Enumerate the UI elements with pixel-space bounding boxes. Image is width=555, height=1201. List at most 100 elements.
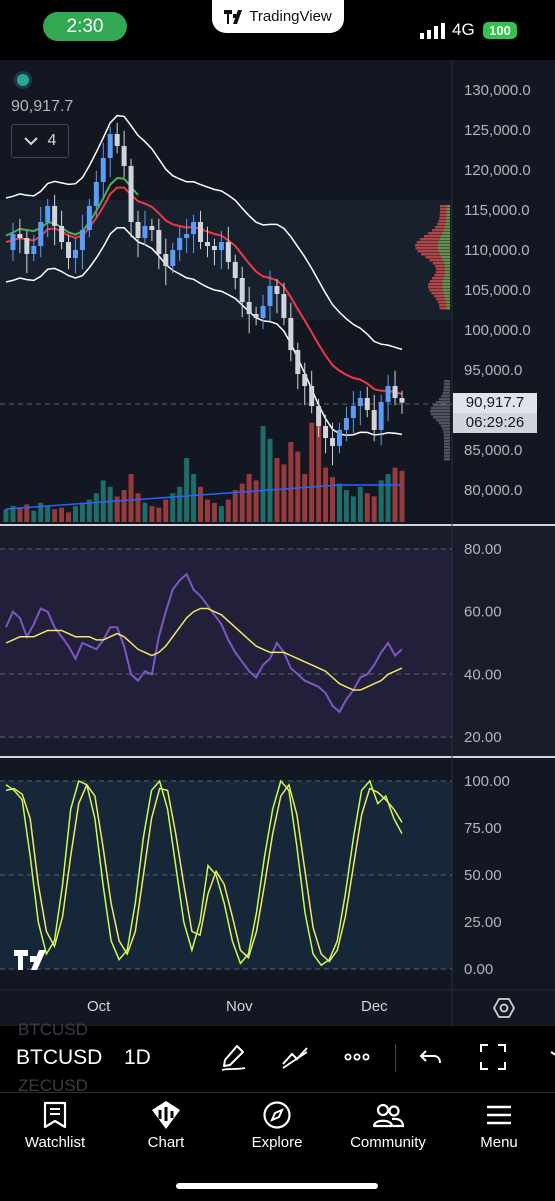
- volume-bar: [295, 451, 301, 522]
- volume-bar: [79, 502, 85, 522]
- bollinger-lower: [5, 226, 403, 437]
- candle-body: [79, 230, 85, 250]
- drawing-pen-icon[interactable]: [219, 1042, 249, 1072]
- profile-bar: [444, 274, 450, 277]
- volume-ma-line: [5, 484, 402, 510]
- chart-canvas[interactable]: 130,000.0 125,000.0 120,000.0 115,000.0 110,…: [0, 60, 555, 1026]
- volume-bar: [225, 499, 231, 522]
- nav-label: Community: [350, 1134, 426, 1151]
- profile-bar: [439, 214, 450, 217]
- candle-body: [114, 134, 120, 146]
- profile-bar: [438, 398, 450, 401]
- profile-bar: [433, 404, 450, 407]
- volume-bar: [267, 438, 273, 522]
- battery-icon: 100: [483, 22, 517, 39]
- profile-bar: [442, 392, 450, 395]
- profile-bar: [415, 247, 450, 250]
- volume-bar: [31, 510, 37, 522]
- profile-bar: [445, 298, 450, 301]
- drawing-tools-icon[interactable]: [280, 1042, 310, 1072]
- profile-bar: [444, 265, 450, 268]
- candle-body: [323, 426, 329, 438]
- volume-bar: [336, 483, 342, 522]
- candle-body: [302, 374, 308, 386]
- volume-bar: [184, 458, 190, 522]
- fullscreen-icon[interactable]: [478, 1042, 508, 1072]
- profile-bar: [419, 238, 450, 241]
- price-axis[interactable]: 130,000.0 125,000.0 120,000.0 115,000.0 110,…: [464, 82, 531, 978]
- candle-body: [309, 386, 315, 406]
- undo-icon[interactable]: [416, 1042, 446, 1072]
- nav-menu[interactable]: Menu: [444, 1100, 554, 1151]
- volume-bar: [24, 504, 30, 522]
- interval-button[interactable]: 1D: [124, 1046, 151, 1069]
- clock: 2:30: [43, 12, 127, 41]
- profile-bar: [439, 205, 450, 208]
- profile-bar: [438, 220, 450, 223]
- volume-bar: [45, 506, 51, 522]
- chart-toolbar: [0, 1026, 555, 1092]
- candle-body: [232, 262, 238, 278]
- tradingview-logo-icon: [224, 9, 243, 24]
- profile-bar: [445, 223, 450, 226]
- profile-bar: [439, 307, 450, 310]
- rsi-axis-label: 40.00: [464, 666, 502, 683]
- profile-bar: [438, 241, 450, 244]
- candle-body: [17, 234, 23, 238]
- profile-bar: [442, 428, 450, 431]
- volume-bar: [323, 467, 329, 522]
- profile-bar: [423, 235, 450, 238]
- rsi-axis-label: 80.00: [464, 541, 502, 558]
- volume-bar: [357, 486, 363, 522]
- volume-bar: [121, 490, 127, 522]
- redo-icon[interactable]: [541, 1042, 555, 1072]
- volume-bar: [198, 486, 204, 522]
- symbol-button[interactable]: BTCUSD: [16, 1046, 103, 1069]
- candle-body: [52, 206, 58, 226]
- community-icon: [372, 1103, 405, 1128]
- volume-bar: [128, 474, 134, 522]
- app-pill-label: TradingView: [249, 8, 332, 25]
- volume-bar: [364, 493, 370, 522]
- nav-community[interactable]: Community: [333, 1100, 443, 1151]
- chart-area[interactable]: 130,000.0 125,000.0 120,000.0 115,000.0 110,…: [0, 60, 555, 1026]
- profile-bar: [434, 274, 450, 277]
- price-axis-label: 125,000.0: [464, 122, 531, 139]
- more-options-icon[interactable]: [342, 1042, 372, 1072]
- profile-bar: [445, 301, 450, 304]
- bottom-navigation: [0, 1092, 555, 1201]
- profile-bar: [435, 265, 450, 268]
- volume-bar: [253, 480, 259, 522]
- profile-bar: [443, 452, 450, 455]
- stoch-axis-label: 0.00: [464, 961, 493, 978]
- nav-chart[interactable]: Chart: [111, 1100, 221, 1151]
- candle-body: [336, 430, 342, 446]
- profile-bar: [441, 425, 450, 428]
- candle-body: [156, 230, 162, 254]
- market-status-dot[interactable]: [17, 74, 29, 86]
- candle-body: [31, 246, 37, 254]
- rsi-band: [0, 548, 452, 738]
- volume-bar: [260, 426, 266, 522]
- candle-body: [142, 226, 148, 238]
- chart-settings-icon[interactable]: [493, 997, 515, 1019]
- ghost-symbol: BTCUSD: [18, 1020, 88, 1039]
- profile-bar: [444, 226, 450, 229]
- candle-body: [274, 286, 280, 294]
- nav-watchlist[interactable]: Watchlist: [0, 1100, 110, 1151]
- price-axis-label: 130,000.0: [464, 82, 531, 99]
- candle-body: [170, 250, 176, 266]
- price-axis-label: 115,000.0: [464, 202, 530, 219]
- candle-body: [107, 134, 113, 158]
- indicators-collapse-button[interactable]: 4: [11, 124, 69, 158]
- app-pill[interactable]: TradingView: [212, 0, 344, 33]
- profile-bar: [443, 383, 450, 386]
- candle-body: [225, 242, 231, 262]
- profile-bar: [430, 413, 450, 416]
- nav-explore[interactable]: Explore: [222, 1100, 332, 1151]
- volume-bar: [371, 496, 377, 522]
- candle-body: [260, 306, 266, 318]
- tradingview-watermark-icon[interactable]: [14, 948, 54, 972]
- candle-body: [211, 246, 217, 250]
- indicator-count: 4: [47, 132, 57, 149]
